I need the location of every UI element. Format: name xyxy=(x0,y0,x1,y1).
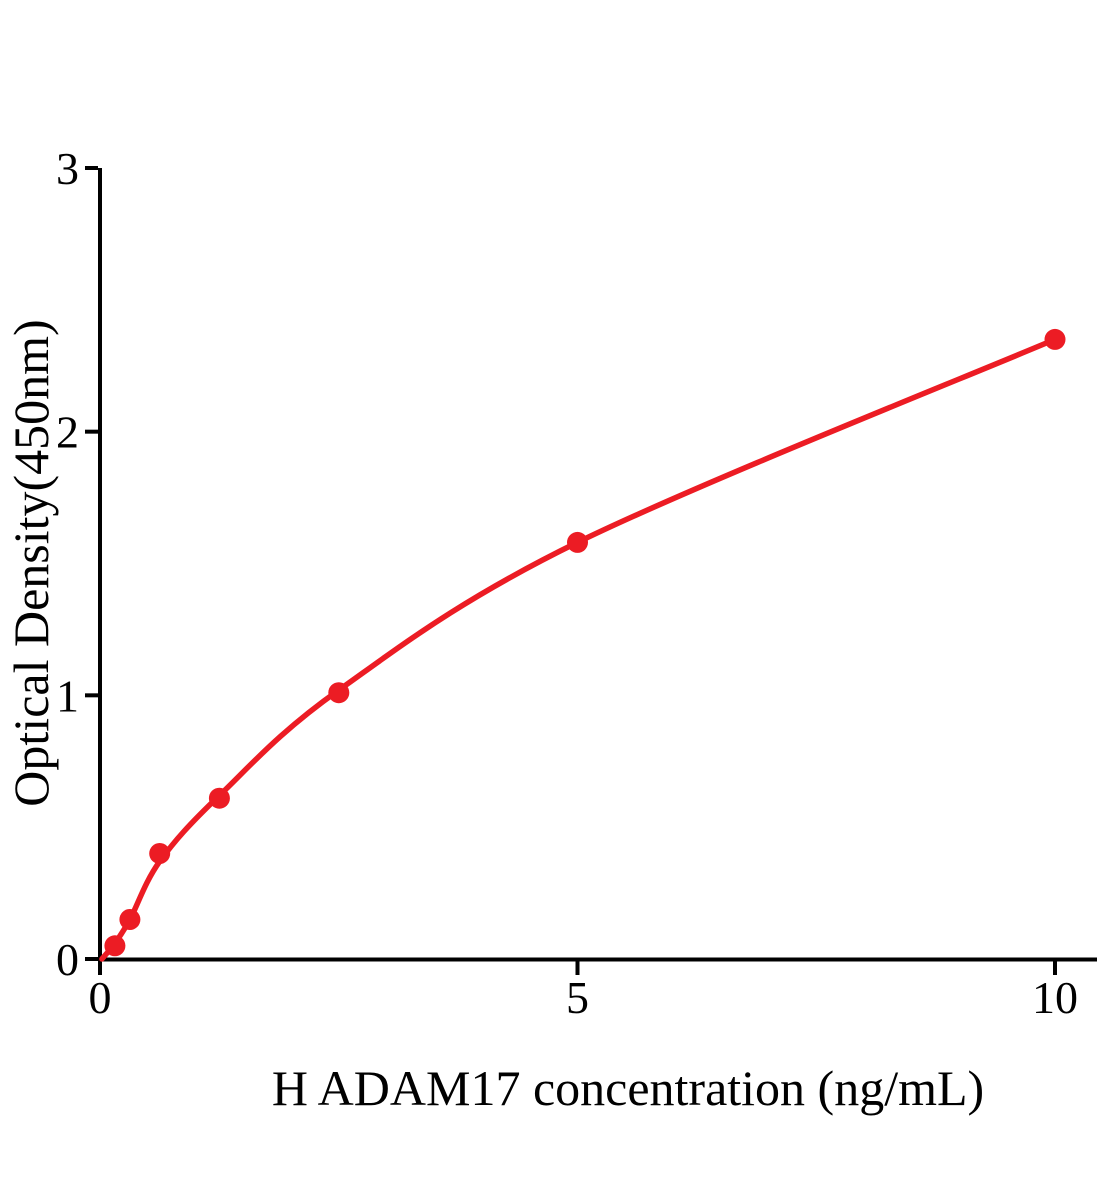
x-axis-title: H ADAM17 concentration (ng/mL) xyxy=(271,1060,985,1116)
x-tick-label: 5 xyxy=(566,972,589,1023)
data-point xyxy=(567,531,588,553)
y-axis-title: Optical Density(450nm) xyxy=(3,319,59,807)
data-point xyxy=(208,787,230,809)
x-tick-label: 10 xyxy=(1032,972,1078,1023)
y-tick-label: 0 xyxy=(56,934,79,985)
data-point xyxy=(328,682,350,704)
fitted-curve xyxy=(99,336,1058,962)
data-point xyxy=(104,935,126,957)
y-tick-label: 1 xyxy=(56,670,79,721)
y-tick-label: 2 xyxy=(56,407,79,458)
x-tick-label: 0 xyxy=(89,972,112,1023)
y-tick-label: 3 xyxy=(56,143,79,194)
data-point xyxy=(1044,328,1066,350)
data-point xyxy=(149,843,171,864)
data-point xyxy=(119,909,141,930)
